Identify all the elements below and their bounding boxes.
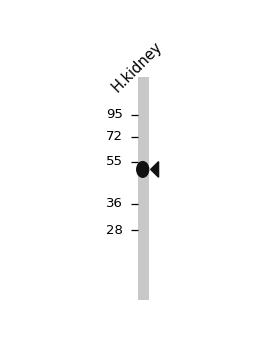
Bar (138, 77, 149, 300)
Text: 72: 72 (106, 130, 123, 143)
Ellipse shape (137, 161, 149, 177)
Text: H.kidney: H.kidney (109, 39, 165, 96)
Text: 95: 95 (106, 108, 123, 121)
Text: 36: 36 (106, 197, 123, 210)
Text: 55: 55 (106, 155, 123, 168)
Polygon shape (151, 161, 158, 177)
Text: 28: 28 (106, 224, 123, 237)
